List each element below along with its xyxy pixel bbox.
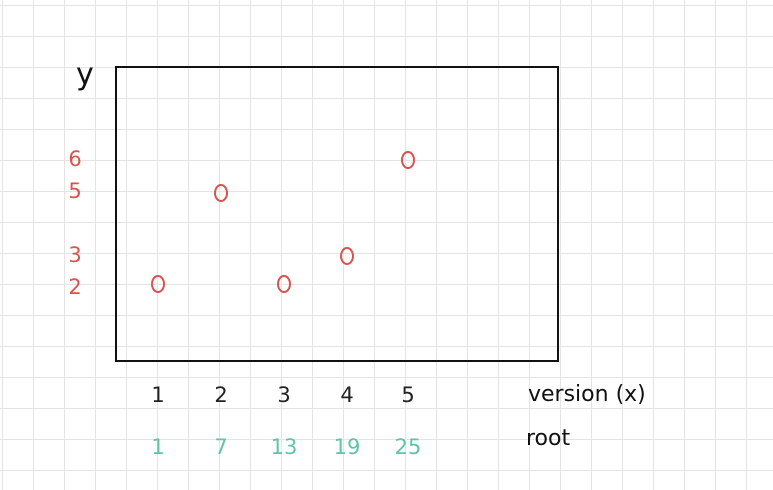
x-axis-label: version (x) — [528, 382, 646, 407]
y-tick-labels: 6 5 3 2 — [68, 147, 81, 299]
root-tick-label: 7 — [214, 435, 227, 459]
x-tick-label: 3 — [277, 383, 290, 407]
data-points — [151, 151, 415, 293]
y-tick-label: 5 — [68, 179, 81, 203]
y-tick-label: 3 — [68, 243, 81, 267]
x-tick-label: 2 — [214, 383, 227, 407]
root-tick-labels: 1 7 13 19 25 — [151, 435, 421, 459]
y-axis-label: y — [76, 57, 94, 92]
data-point — [151, 275, 165, 293]
x-tick-label: 1 — [151, 383, 164, 407]
data-point — [277, 275, 291, 293]
y-tick-label: 2 — [68, 275, 81, 299]
data-point — [401, 151, 415, 169]
root-tick-label: 25 — [395, 435, 422, 459]
root-tick-label: 1 — [151, 435, 164, 459]
y-tick-label: 6 — [68, 147, 81, 171]
root-tick-label: 13 — [271, 435, 298, 459]
x-tick-labels: 1 2 3 4 5 — [151, 383, 414, 407]
x-tick-label: 4 — [340, 383, 353, 407]
root-row-label: root — [526, 426, 570, 451]
data-point — [340, 247, 354, 265]
data-point — [214, 184, 228, 202]
x-tick-label: 5 — [401, 383, 414, 407]
plot-frame — [115, 66, 559, 362]
root-tick-label: 19 — [334, 435, 361, 459]
